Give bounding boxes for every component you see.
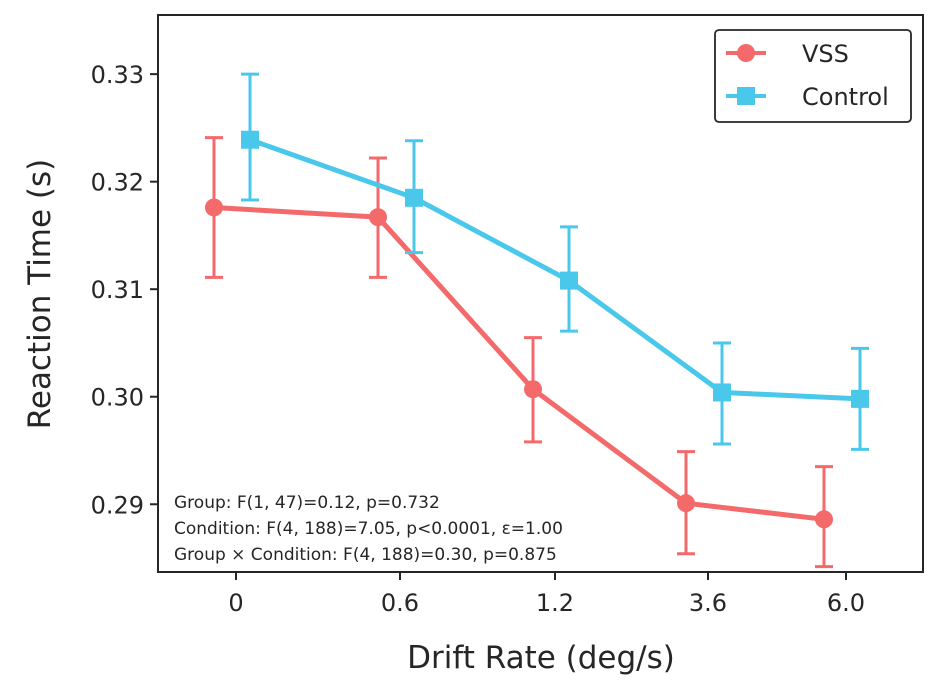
series-control [241,72,869,451]
x-axis: 0 0.6 1.2 3.6 6.0 [228,572,865,617]
data-point-vss [815,510,833,529]
data-point-vss [524,380,542,399]
stats-line-interaction: Group × Condition: F(4, 188)=0.30, p=0.8… [174,545,557,565]
plot-area [157,14,924,573]
data-point-control [713,383,731,402]
data-point-vss [369,208,387,227]
data-point-control [851,389,869,408]
x-tick-label: 0 [228,589,243,617]
legend-label-vss: VSS [802,40,849,68]
stats-line-group: Group: F(1, 47)=0.12, p=0.732 [174,493,440,513]
stats-annotation: Group: F(1, 47)=0.12, p=0.732 Condition:… [174,493,563,565]
data-point-vss [677,494,695,513]
x-tick-label: 0.6 [381,589,419,617]
data-point-control [241,130,259,149]
legend-marker-control [737,87,755,105]
stats-line-condition: Condition: F(4, 188)=7.05, p<0.0001, ε=1… [174,519,563,539]
data-point-vss [205,198,223,217]
series-layer [205,72,869,569]
legend-marker-vss [737,44,755,62]
x-tick-label: 1.2 [536,589,574,617]
series-line-control [249,137,861,402]
x-axis-title: Drift Rate (deg/s) [407,640,675,676]
data-point-control [560,271,578,290]
y-tick-label: 0.31 [91,276,144,304]
y-tick-label: 0.32 [91,169,144,197]
y-axis-title: Reaction Time (s) [22,159,58,430]
series-vss [205,136,833,569]
x-tick-label: 6.0 [827,589,865,617]
data-point-control [405,188,423,207]
x-tick-label: 3.6 [689,589,727,617]
y-tick-label: 0.33 [91,61,144,89]
legend-label-control: Control [802,83,889,111]
y-axis: 0.29 0.30 0.31 0.32 0.33 [91,61,158,519]
y-tick-label: 0.30 [91,384,144,412]
legend: VSS Control [714,29,912,123]
y-tick-label: 0.29 [91,491,144,519]
